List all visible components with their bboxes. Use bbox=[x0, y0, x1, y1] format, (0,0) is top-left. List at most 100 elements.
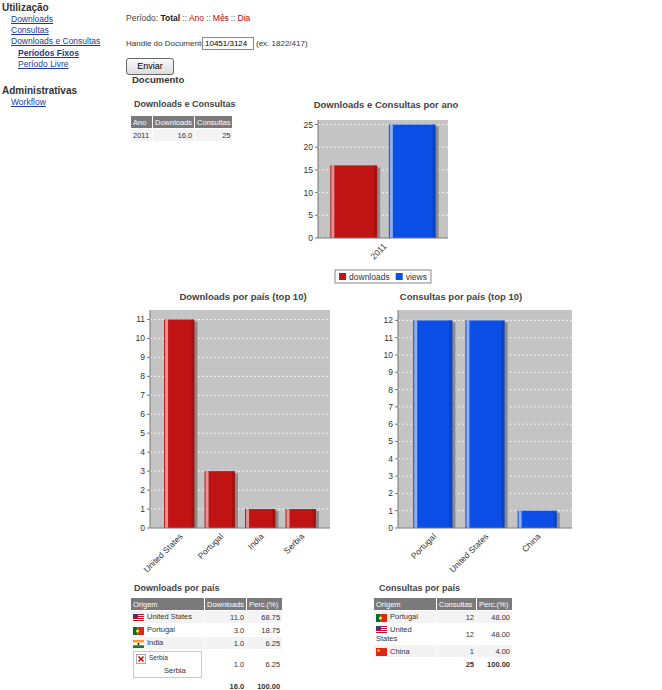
chart: Consultas por país (top 10)0123456789101… bbox=[384, 291, 572, 574]
chart: Downloads por país (top 10)0123456789101… bbox=[136, 291, 330, 574]
flag-icon bbox=[376, 614, 387, 622]
x-axis-line bbox=[318, 238, 448, 239]
legend-swatch bbox=[396, 273, 403, 280]
category-label: India bbox=[246, 531, 266, 551]
table-cell: 4.00 bbox=[477, 645, 513, 658]
category-label: Serbia bbox=[282, 531, 307, 556]
tick-label: 15 bbox=[304, 165, 314, 175]
cell-text: 18.75 bbox=[261, 626, 280, 635]
table-cell: 1.0 bbox=[205, 650, 247, 680]
legend-swatch bbox=[339, 273, 346, 280]
x-axis-line bbox=[398, 528, 572, 529]
total-row: 16.0100.00 bbox=[131, 680, 283, 690]
handle-input[interactable]: 10451/3124 bbox=[202, 37, 254, 50]
table-cell: 25 bbox=[437, 658, 477, 671]
cell-text: 1.0 bbox=[234, 660, 244, 669]
sidebar-heading: Administrativas bbox=[2, 85, 77, 96]
sidebar-link[interactable]: Workflow bbox=[11, 97, 46, 107]
table-row: Portugal3.018.75 bbox=[131, 624, 283, 637]
legend: downloadsviews bbox=[335, 270, 431, 283]
tick-label: 2 bbox=[388, 488, 393, 498]
table-row: United States11.068.75 bbox=[131, 611, 283, 624]
bar bbox=[465, 320, 504, 528]
cell-text: 1 bbox=[470, 647, 474, 656]
tick-label: 4 bbox=[140, 447, 145, 457]
sidebar-sublink[interactable]: Período Livre bbox=[18, 59, 69, 69]
period-option[interactable]: Mês bbox=[213, 13, 229, 23]
period-option[interactable]: Total bbox=[161, 13, 181, 23]
table-cell: 12 bbox=[437, 624, 477, 645]
sidebar-link[interactable]: Downloads e Consultas bbox=[11, 36, 100, 46]
tick-label: 10 bbox=[304, 188, 314, 198]
bar bbox=[205, 471, 235, 528]
submit-button[interactable]: Enviar bbox=[126, 58, 174, 75]
data-table: OrigemConsultasPerc.(%)Portugal1248.00Un… bbox=[373, 597, 513, 671]
flag-icon bbox=[133, 614, 144, 622]
column-header: Downloads bbox=[153, 116, 195, 129]
tick-label: 0 bbox=[308, 233, 313, 243]
tick-label: 4 bbox=[388, 454, 393, 464]
table-cell: SerbiaSerbia bbox=[131, 650, 205, 680]
bar-highlight bbox=[246, 509, 249, 528]
country-name: India bbox=[147, 638, 163, 647]
sidebar-link[interactable]: Consultas bbox=[11, 25, 49, 35]
tick-label: 11 bbox=[384, 333, 393, 343]
flag-emblem bbox=[379, 616, 382, 619]
period-option[interactable]: Ano bbox=[189, 13, 204, 23]
total-text: 100.00 bbox=[257, 682, 280, 690]
tick-label: 9 bbox=[388, 367, 393, 377]
cell-text: 1.0 bbox=[234, 639, 244, 648]
flag-canton bbox=[376, 626, 381, 630]
tick-label: 8 bbox=[140, 371, 145, 381]
separator: :: bbox=[206, 13, 211, 23]
sidebar-link[interactable]: Downloads bbox=[11, 14, 53, 24]
y-axis-line bbox=[150, 310, 151, 528]
tick-label: 9 bbox=[140, 352, 145, 362]
flag-icon bbox=[133, 640, 144, 648]
chart-title: Downloads e Consultas por ano bbox=[314, 99, 459, 110]
table-title: Consultas por país bbox=[379, 583, 460, 593]
flag-stripe bbox=[133, 619, 144, 620]
bar-edge bbox=[449, 320, 452, 528]
broken-image-icon bbox=[136, 654, 146, 664]
tick-label: 7 bbox=[140, 390, 145, 400]
flag-emblem bbox=[136, 629, 139, 632]
column-header: Origem bbox=[131, 598, 205, 611]
table-row: Portugal1248.00 bbox=[374, 611, 513, 624]
table-cell: 100.00 bbox=[247, 680, 283, 690]
flag-stripe bbox=[376, 633, 387, 634]
flag-stripe bbox=[133, 642, 144, 645]
table-cell: 25 bbox=[195, 129, 233, 142]
table-cell: India bbox=[131, 637, 205, 650]
total-text: 25 bbox=[466, 660, 474, 669]
tick-label: 2 bbox=[140, 485, 145, 495]
table-cell: 6.25 bbox=[247, 637, 283, 650]
table-cell: 6.25 bbox=[247, 650, 283, 680]
period-option[interactable]: Dia bbox=[238, 13, 251, 23]
table-row: SerbiaSerbia 1.06.25 bbox=[131, 650, 283, 680]
column-header: Origem bbox=[374, 598, 437, 611]
tick-label: 11 bbox=[136, 314, 145, 324]
flag-icon bbox=[376, 648, 387, 656]
tick-label: 6 bbox=[388, 419, 393, 429]
bar-highlight bbox=[519, 511, 522, 528]
tick-label: 8 bbox=[388, 385, 393, 395]
tick-label: 25 bbox=[304, 120, 314, 130]
column-header: Downloads bbox=[205, 598, 247, 611]
table-cell: 16.0 bbox=[153, 129, 195, 142]
legend-label: views bbox=[406, 272, 427, 282]
table-cell: 1.0 bbox=[205, 637, 247, 650]
table-row: China 14.00 bbox=[374, 645, 513, 658]
table-cell: China bbox=[374, 645, 437, 658]
image-alt-text: Serbia bbox=[149, 654, 168, 661]
cell-text: 12 bbox=[466, 613, 474, 622]
cell-text: 68.75 bbox=[261, 613, 280, 622]
category-label: Portugal bbox=[196, 531, 226, 561]
tick-label: 10 bbox=[136, 333, 146, 343]
bar bbox=[389, 125, 436, 238]
sidebar-sublink[interactable]: Períodos Fixos bbox=[18, 48, 79, 58]
flag-stripe bbox=[376, 632, 387, 633]
flag-icon bbox=[133, 627, 144, 635]
tick-label: 5 bbox=[140, 428, 145, 438]
bar-edge bbox=[502, 320, 505, 528]
